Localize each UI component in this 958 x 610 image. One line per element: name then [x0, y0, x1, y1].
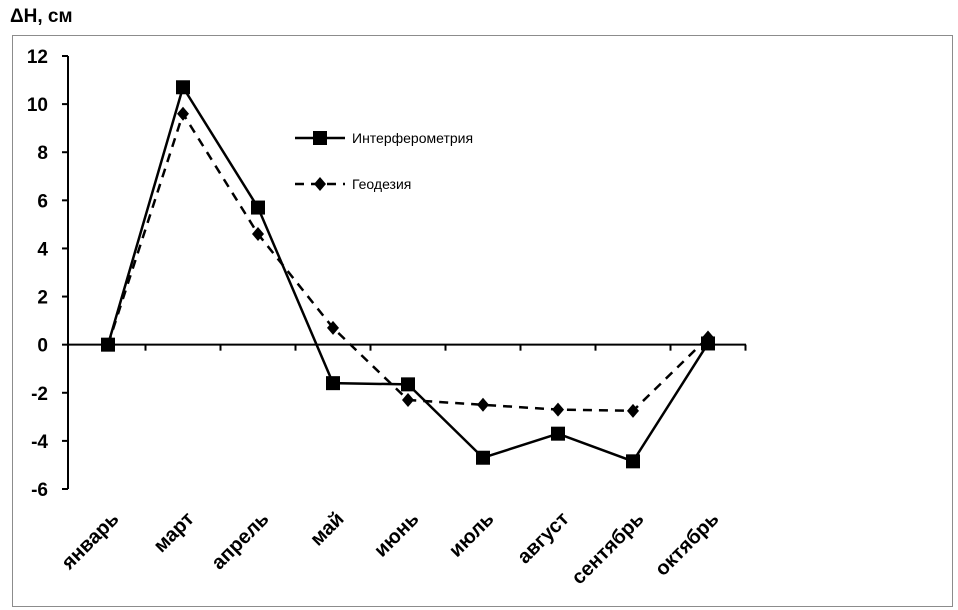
x-tick-label: апрель: [207, 508, 273, 574]
y-tick-label: 10: [27, 95, 48, 116]
data-point: [701, 336, 715, 350]
legend-label: Интерферометрия: [352, 130, 473, 146]
x-tick-label: июнь: [370, 508, 424, 562]
y-tick-label: 6: [37, 191, 48, 212]
x-tick-label: январь: [57, 508, 124, 575]
data-point: [626, 454, 640, 468]
series-line: [108, 114, 708, 411]
x-tick-label: март: [149, 508, 198, 557]
data-point: [177, 107, 189, 121]
data-point: [326, 376, 340, 390]
x-tick-label: август: [513, 508, 573, 568]
data-point: [476, 451, 490, 465]
data-point: [477, 398, 489, 412]
x-tick-labels: январь март апрель май июнь июль августсентябр…: [57, 508, 724, 589]
x-tick-label: октябрь: [651, 508, 724, 581]
data-point: [314, 177, 326, 191]
data-point: [176, 80, 190, 94]
y-tick-label: -4: [31, 432, 48, 453]
y-tick-label: 4: [37, 239, 48, 260]
legend-label: Геодезия: [352, 176, 411, 192]
y-tick-label: 2: [37, 288, 48, 309]
y-tick-label: 0: [37, 336, 48, 357]
x-tick-label: июль: [445, 508, 499, 562]
data-point: [251, 201, 265, 215]
y-tick-label: 8: [37, 143, 48, 164]
axes: [62, 56, 746, 489]
data-point: [313, 131, 327, 145]
data-point: [552, 403, 564, 417]
y-tick-label: -2: [31, 384, 48, 405]
data-point: [101, 338, 115, 352]
legend: Интерферометрия Геодезия: [295, 130, 473, 192]
data-point: [401, 377, 415, 391]
y-tick-label: -6: [31, 480, 48, 501]
x-tick-label: сентябрь: [567, 508, 648, 589]
y-tick-labels: 12 10 8 6 4 2 0 -2 -4 -6: [27, 47, 49, 501]
x-tick-label: май: [306, 508, 348, 550]
data-point: [402, 393, 414, 407]
y-tick-label: 12: [27, 47, 48, 68]
data-point: [551, 427, 565, 441]
